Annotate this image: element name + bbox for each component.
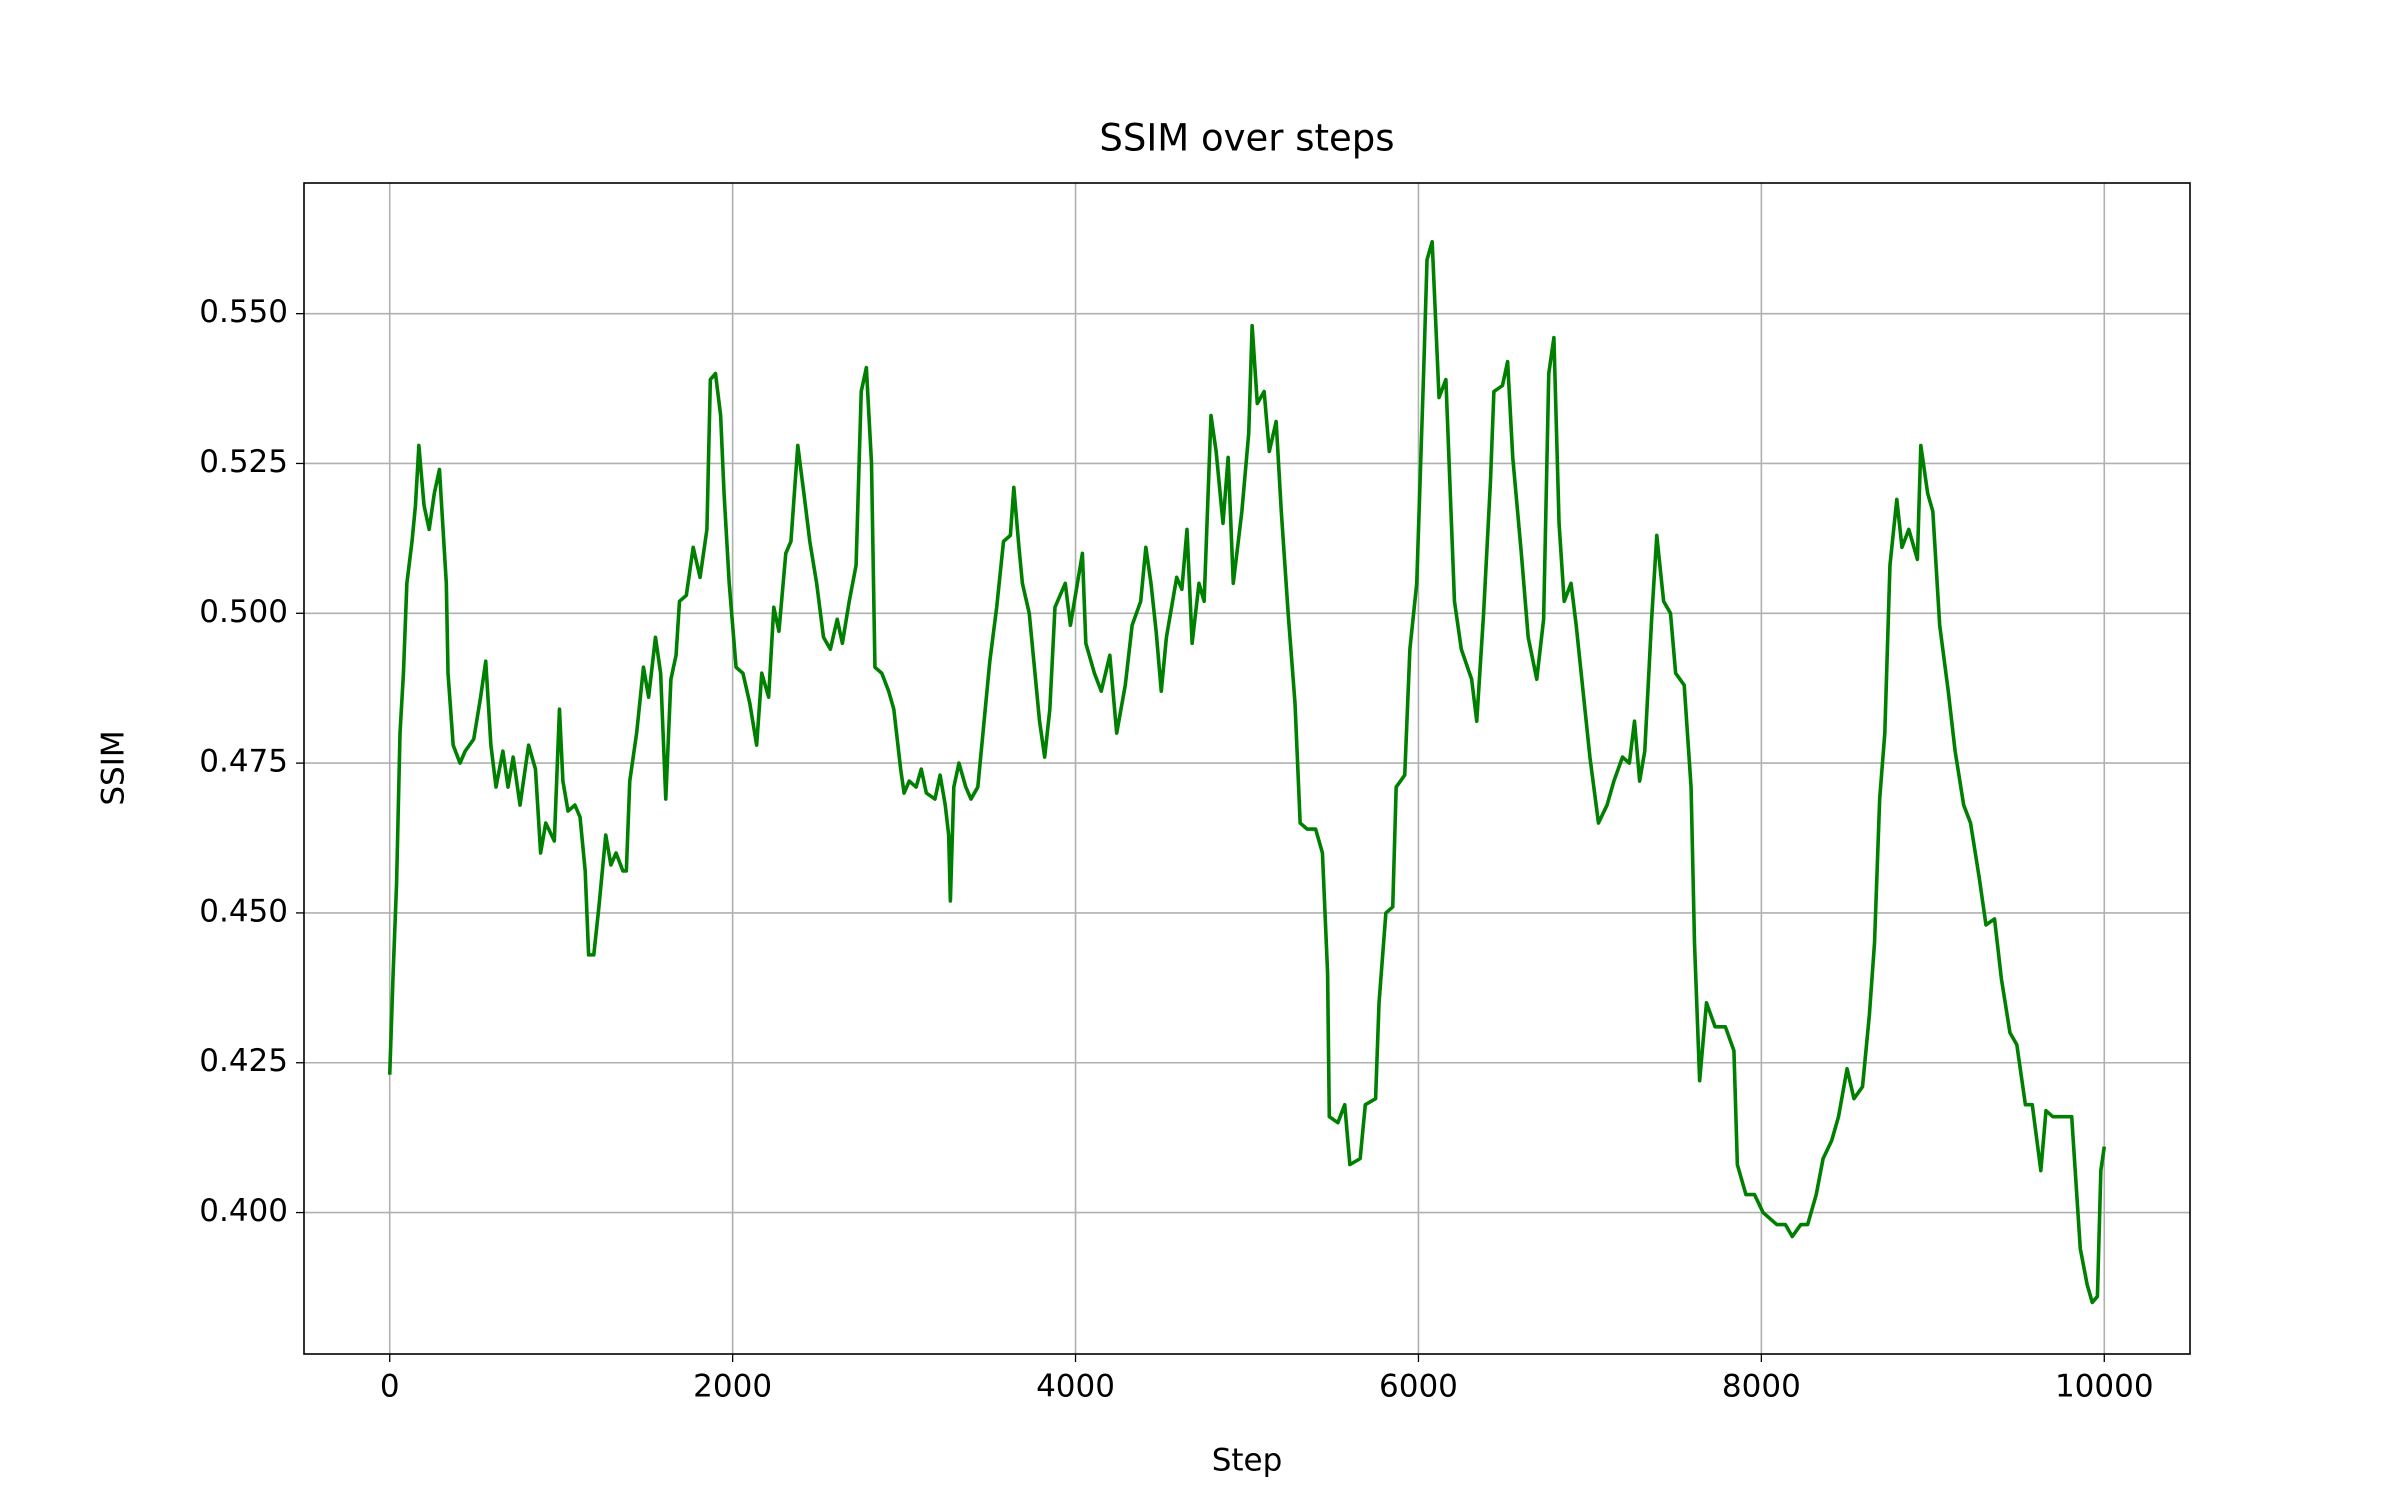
x-axis-label: Step	[1212, 1443, 1283, 1479]
y-tick-label: 0.500	[199, 594, 288, 630]
y-tick-label: 0.425	[199, 1043, 288, 1079]
x-tick-label: 6000	[1379, 1369, 1458, 1405]
y-tick-label: 0.475	[199, 744, 288, 780]
x-tick-label: 10000	[2055, 1369, 2154, 1405]
x-tick-label: 2000	[693, 1369, 772, 1405]
x-tick-label: 0	[380, 1369, 400, 1405]
y-tick-label: 0.550	[199, 294, 288, 330]
y-axis-label: SSIM	[96, 730, 132, 805]
plot-frame	[303, 182, 2191, 1355]
x-tick-label: 8000	[1722, 1369, 1801, 1405]
x-tick-label: 4000	[1036, 1369, 1115, 1405]
chart-title: SSIM over steps	[1099, 117, 1394, 160]
y-tick-label: 0.400	[199, 1193, 288, 1229]
y-tick-label: 0.450	[199, 893, 288, 929]
data-line	[387, 239, 2107, 1305]
y-tick-label: 0.525	[199, 444, 288, 480]
